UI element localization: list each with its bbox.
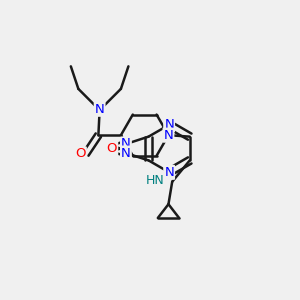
Text: N: N [164,118,174,131]
Text: N: N [95,103,104,116]
Text: N: N [121,147,131,160]
Text: N: N [121,137,131,151]
Text: O: O [107,142,117,155]
Text: N: N [164,129,173,142]
Text: N: N [164,166,174,179]
Text: O: O [75,147,86,161]
Text: HN: HN [146,174,165,187]
